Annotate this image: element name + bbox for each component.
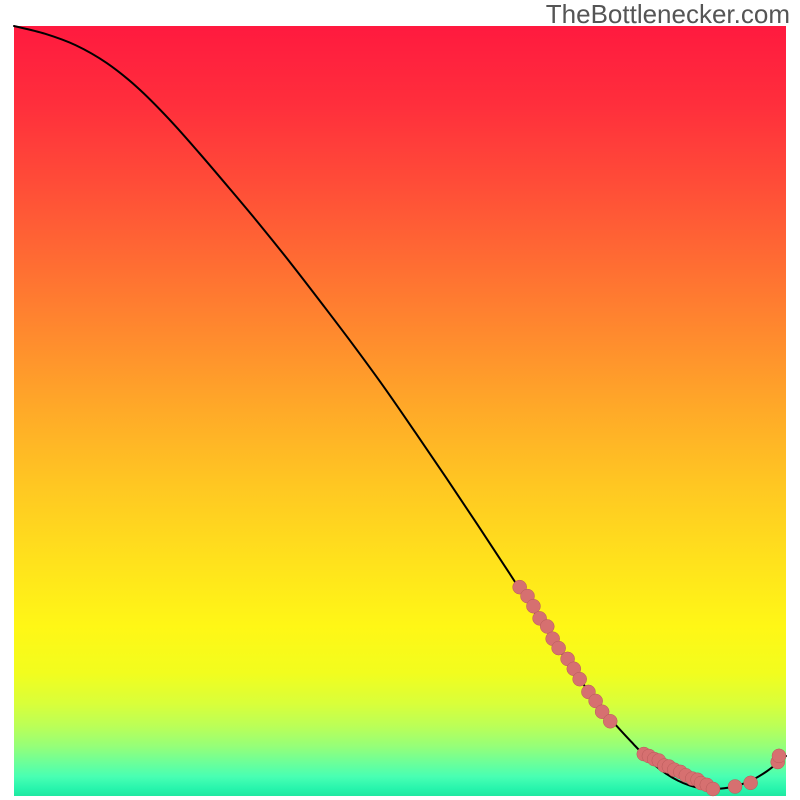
- chart-svg: [0, 0, 800, 800]
- data-marker: [744, 776, 758, 790]
- data-marker: [603, 714, 617, 728]
- data-marker: [526, 599, 540, 613]
- data-marker: [540, 619, 554, 633]
- data-marker: [706, 782, 720, 796]
- watermark: TheBottlenecker.com: [546, 0, 790, 30]
- data-marker: [573, 672, 587, 686]
- bottleneck-chart: TheBottlenecker.com: [0, 0, 800, 800]
- data-marker: [728, 779, 742, 793]
- data-marker: [772, 749, 786, 763]
